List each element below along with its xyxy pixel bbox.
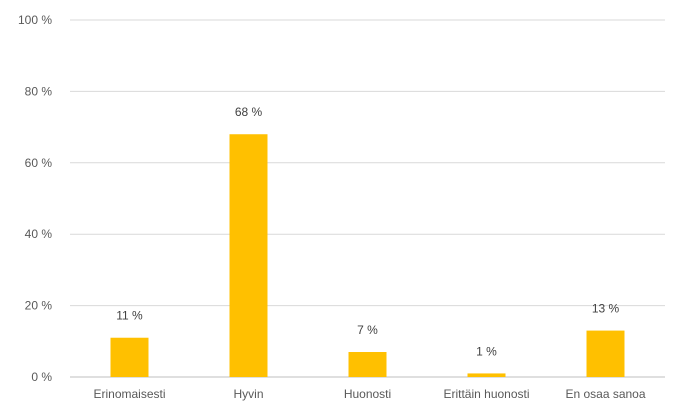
y-tick-label: 60 % [25,156,53,170]
x-category-label: Hyvin [233,387,263,401]
x-category-label: Erittäin huonosti [443,387,529,401]
y-tick-label: 0 % [31,370,52,384]
y-tick-label: 20 % [25,299,53,313]
bar-value-label: 13 % [592,302,620,316]
bar [586,330,625,377]
data-labels: 11 % 68 % 7 % 1 % 13 % [116,105,619,358]
bar-value-label: 7 % [357,323,378,337]
bar-value-label: 68 % [235,105,263,119]
x-category-label: Erinomaisesti [93,387,165,401]
bars [110,134,625,377]
bar-value-label: 11 % [116,309,143,323]
x-category-label: En osaa sanoa [565,387,645,401]
bar-value-label: 1 % [476,344,497,358]
x-category-label: Huonosti [344,387,391,401]
y-tick-label: 100 % [18,13,52,27]
y-tick-label: 80 % [25,84,53,98]
bar [467,373,506,377]
gridlines [70,19,665,378]
bar [229,134,268,377]
bar [348,352,387,377]
y-axis-tick-labels: 0 % 20 % 40 % 60 % 80 % 100 % [18,13,52,384]
y-tick-label: 40 % [25,227,53,241]
x-axis-category-labels: Erinomaisesti Hyvin Huonosti Erittäin huono… [93,387,645,401]
bar [110,337,149,377]
